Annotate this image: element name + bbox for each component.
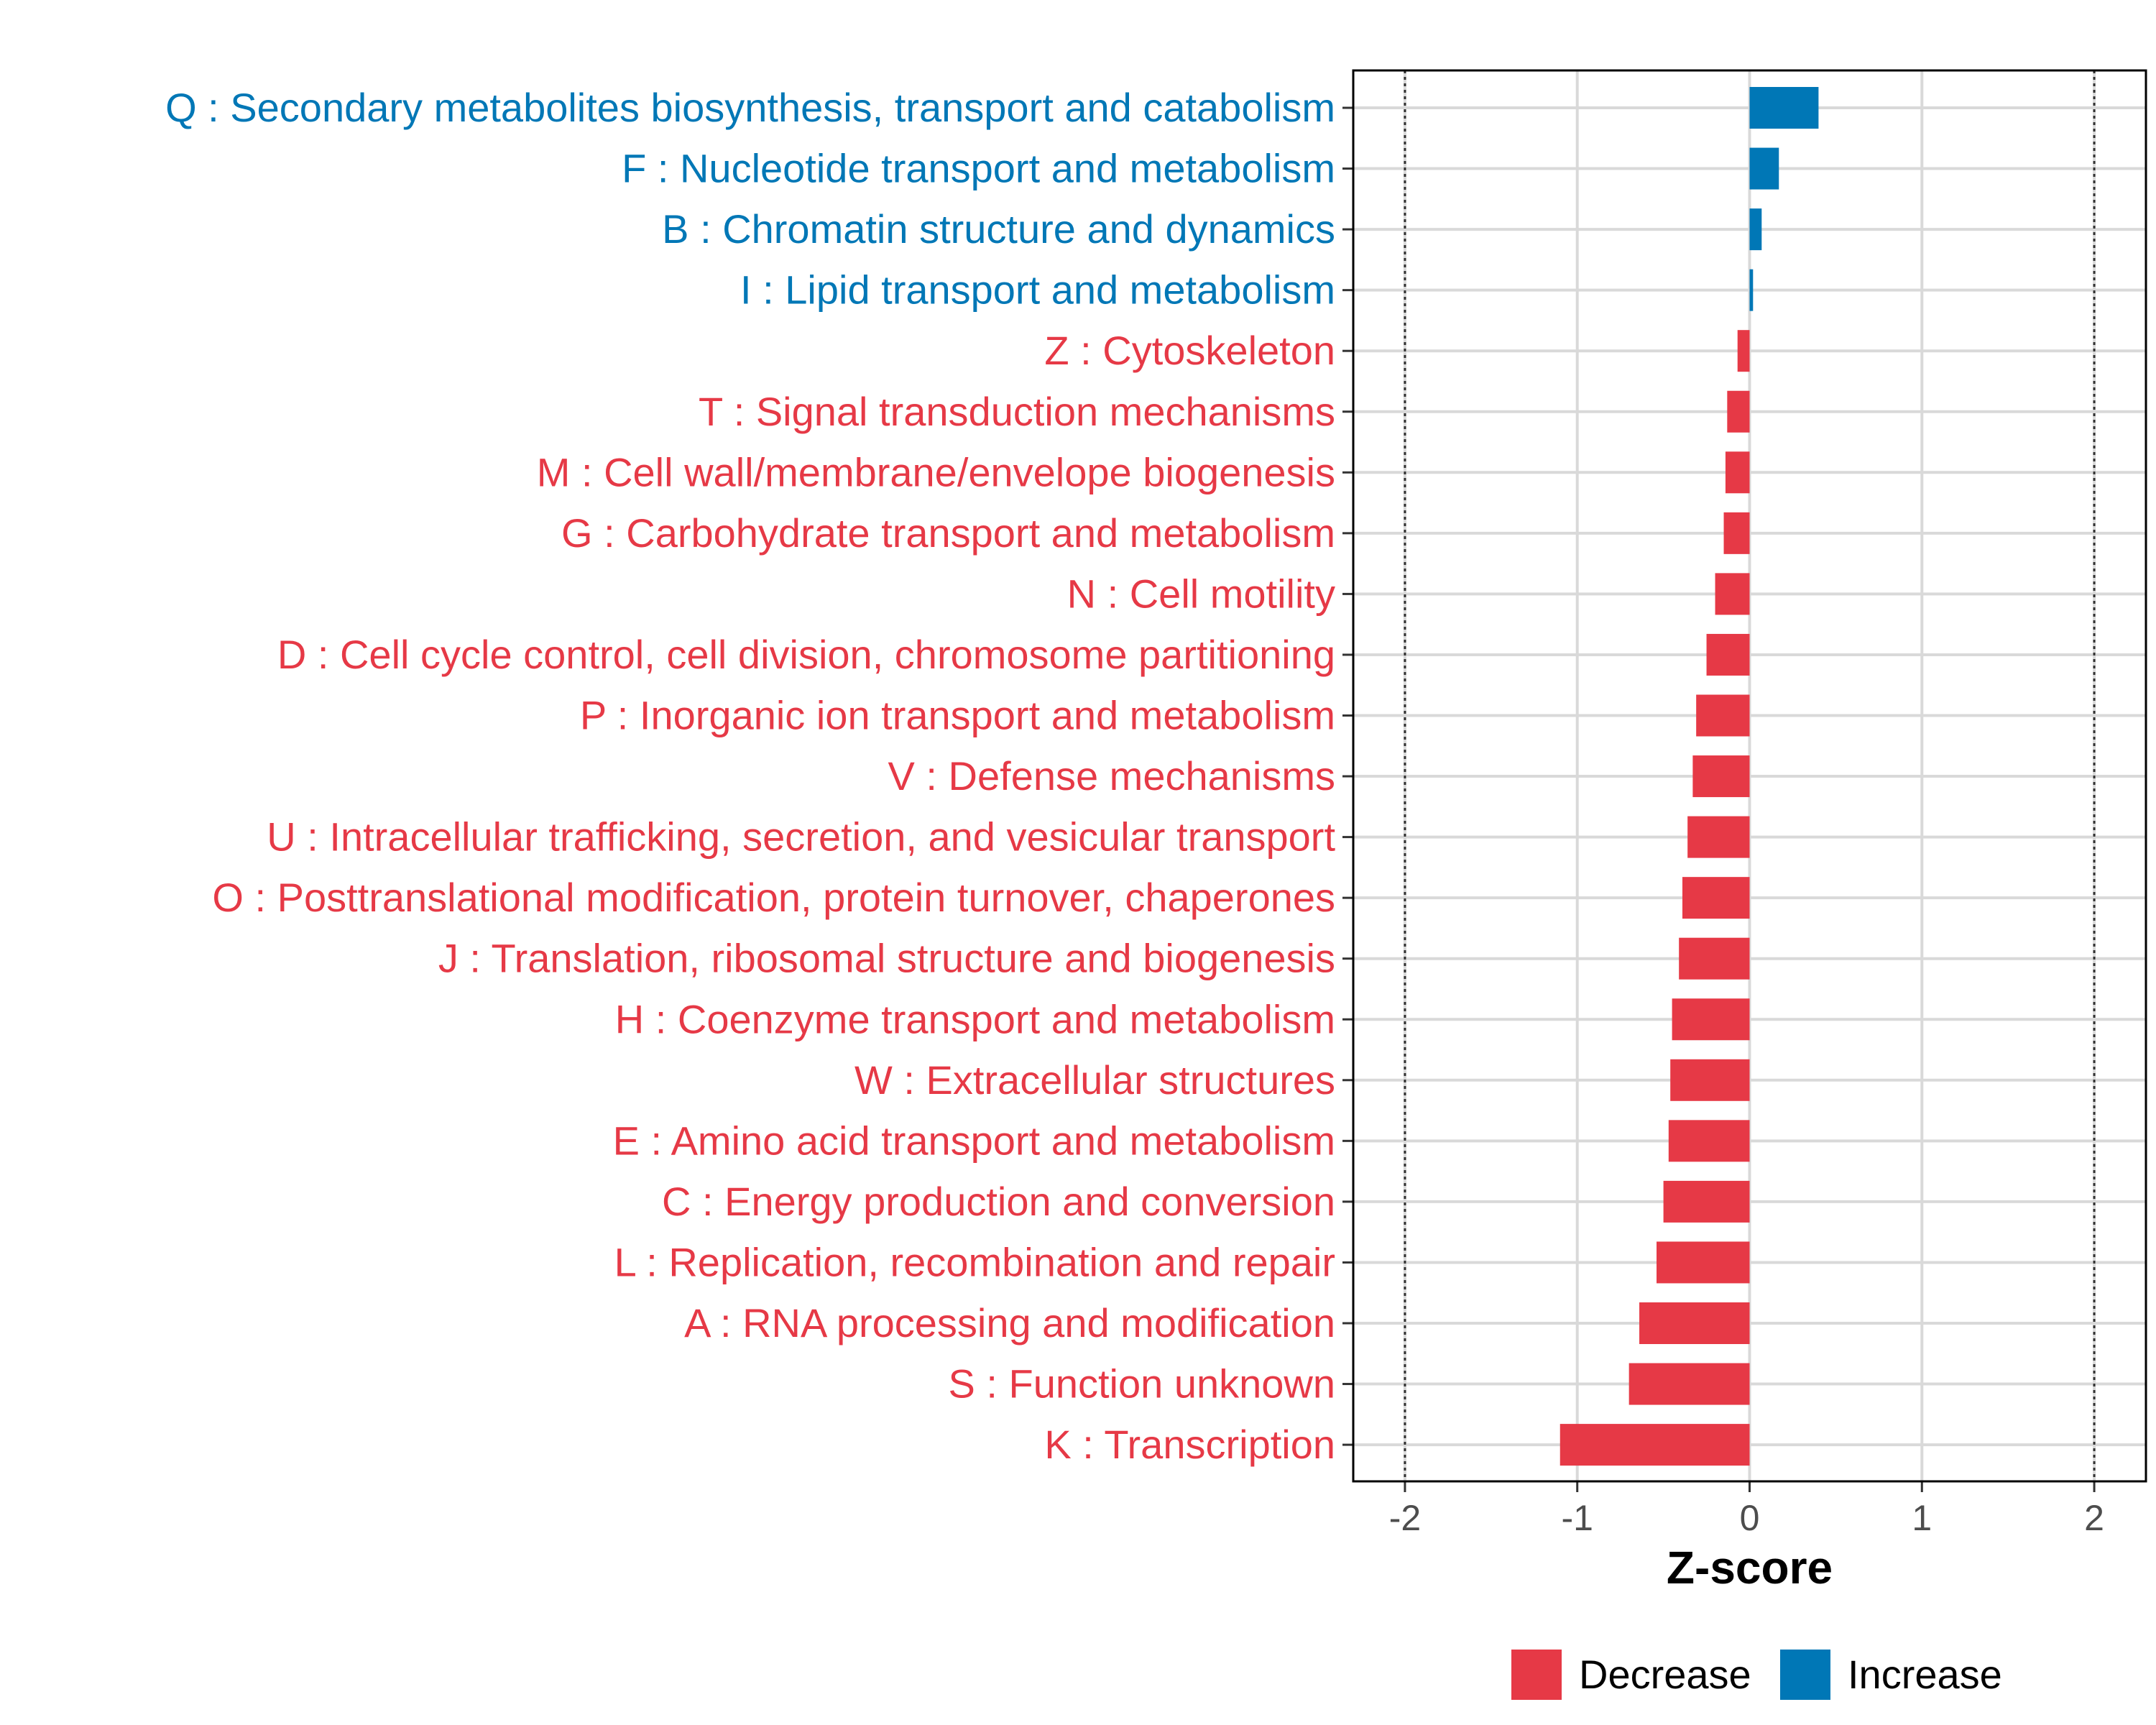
category-label: I : Lipid transport and metabolism	[740, 267, 1335, 313]
bar	[1696, 694, 1750, 737]
category-label: A : RNA processing and modification	[684, 1300, 1335, 1346]
category-label: B : Chromatin structure and dynamics	[662, 206, 1335, 252]
plot-border	[1352, 69, 2147, 1483]
category-label: P : Inorganic ion transport and metaboli…	[580, 693, 1335, 738]
x-tick-label: 2	[2084, 1498, 2104, 1538]
legend: Decrease Increase	[1511, 1650, 2002, 1700]
category-label: M : Cell wall/membrane/envelope biogenes…	[537, 449, 1335, 494]
bar	[1715, 573, 1750, 615]
bar	[1749, 269, 1754, 311]
category-label: L : Replication, recombination and repai…	[614, 1239, 1335, 1284]
category-label: H : Coenzyme transport and metabolism	[615, 996, 1335, 1041]
category-label: T : Signal transduction mechanisms	[699, 389, 1335, 434]
bar	[1749, 147, 1779, 190]
x-tick-label: 1	[1912, 1498, 1932, 1538]
category-label: O : Posttranslational modification, prot…	[212, 875, 1335, 920]
x-tick-layer: -2 -1 0 1 2	[1342, 106, 2104, 1538]
category-label: Z : Cytoskeleton	[1044, 328, 1335, 373]
bar	[1672, 998, 1750, 1041]
bar	[1628, 1363, 1750, 1405]
category-label: V : Defense mechanisms	[888, 753, 1335, 799]
category-label-layer: Q : Secondary metabolites biosynthesis, …	[165, 85, 1335, 1467]
legend-swatch-decrease	[1511, 1650, 1562, 1700]
bar	[1723, 512, 1750, 554]
category-label: W : Extracellular structures	[854, 1057, 1335, 1103]
bar	[1749, 208, 1762, 251]
x-tick-label: 0	[1740, 1498, 1760, 1538]
bar	[1663, 1180, 1750, 1223]
bar	[1687, 816, 1750, 858]
bar	[1727, 390, 1750, 433]
x-axis-title: Z-score	[1667, 1542, 1833, 1593]
category-label: S : Function unknown	[948, 1361, 1335, 1407]
category-label: D : Cell cycle control, cell division, c…	[277, 632, 1335, 677]
category-label: G : Carbohydrate transport and metabolis…	[561, 510, 1335, 556]
bar	[1639, 1302, 1750, 1344]
category-label: U : Intracellular trafficking, secretion…	[267, 814, 1335, 860]
category-label: K : Transcription	[1044, 1422, 1335, 1467]
bar	[1682, 877, 1750, 919]
x-tick-label: -2	[1389, 1498, 1421, 1538]
category-label: N : Cell motility	[1067, 571, 1335, 616]
bar	[1668, 1120, 1750, 1162]
category-label: Q : Secondary metabolites biosynthesis, …	[165, 85, 1335, 130]
bar	[1706, 633, 1750, 676]
category-label: J : Translation, ribosomal structure and…	[438, 936, 1335, 981]
bar	[1737, 330, 1750, 372]
x-tick-label: -1	[1561, 1498, 1593, 1538]
bar	[1657, 1241, 1750, 1284]
bar	[1670, 1059, 1750, 1101]
bar	[1679, 937, 1750, 980]
legend-label-decrease: Decrease	[1579, 1652, 1751, 1697]
bar-layer	[1560, 87, 1819, 1466]
legend-swatch-increase	[1780, 1650, 1830, 1700]
category-label: C : Energy production and conversion	[662, 1179, 1335, 1224]
bar	[1692, 755, 1750, 798]
bar	[1725, 451, 1750, 494]
category-label: E : Amino acid transport and metabolism	[613, 1118, 1335, 1163]
bar	[1749, 87, 1819, 129]
category-label: F : Nucleotide transport and metabolism	[622, 146, 1335, 191]
bar	[1560, 1424, 1750, 1466]
legend-label-increase: Increase	[1848, 1652, 2002, 1697]
